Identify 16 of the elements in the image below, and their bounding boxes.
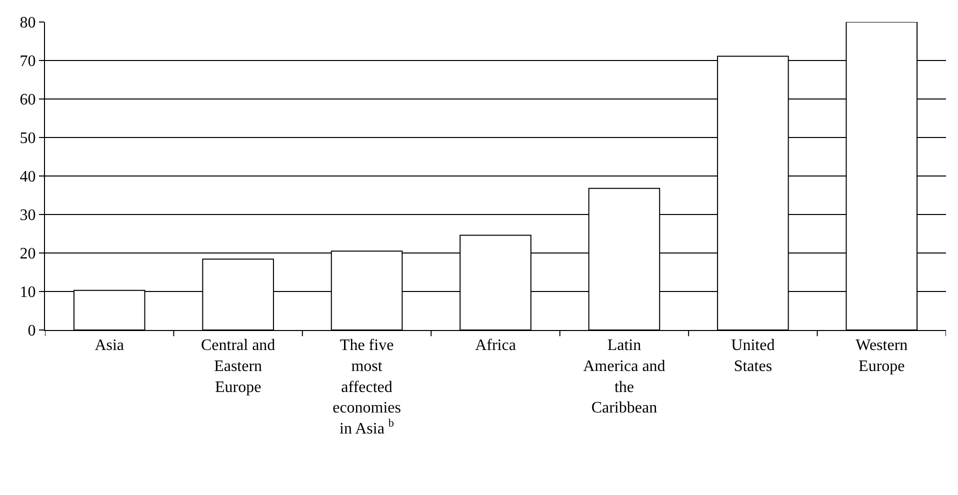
x-tick-label: Asia bbox=[94, 337, 124, 354]
y-tick-label: 40 bbox=[20, 168, 36, 186]
y-tick-label: 20 bbox=[20, 246, 36, 263]
x-tick-label: Africa bbox=[475, 337, 516, 354]
y-tick-label: 70 bbox=[20, 53, 36, 70]
y-tick-label: 30 bbox=[20, 207, 36, 224]
x-tick-label: The five most affected economies in Asia $^{b}$ bbox=[332, 337, 401, 438]
y-tick-label: 10 bbox=[20, 284, 36, 302]
x-tick-label: United States bbox=[731, 337, 775, 375]
x-tick-label: Latin America and the Caribbean bbox=[583, 337, 666, 417]
y-tick-label: 80 bbox=[20, 14, 36, 32]
y-tick-label: 50 bbox=[20, 130, 36, 148]
y-tick-label: 60 bbox=[20, 92, 36, 109]
y-tick-label: 0 bbox=[28, 322, 36, 340]
x-tick-label: Western Europe bbox=[856, 337, 908, 375]
x-tick-label: Central and Eastern Europe bbox=[200, 337, 276, 396]
